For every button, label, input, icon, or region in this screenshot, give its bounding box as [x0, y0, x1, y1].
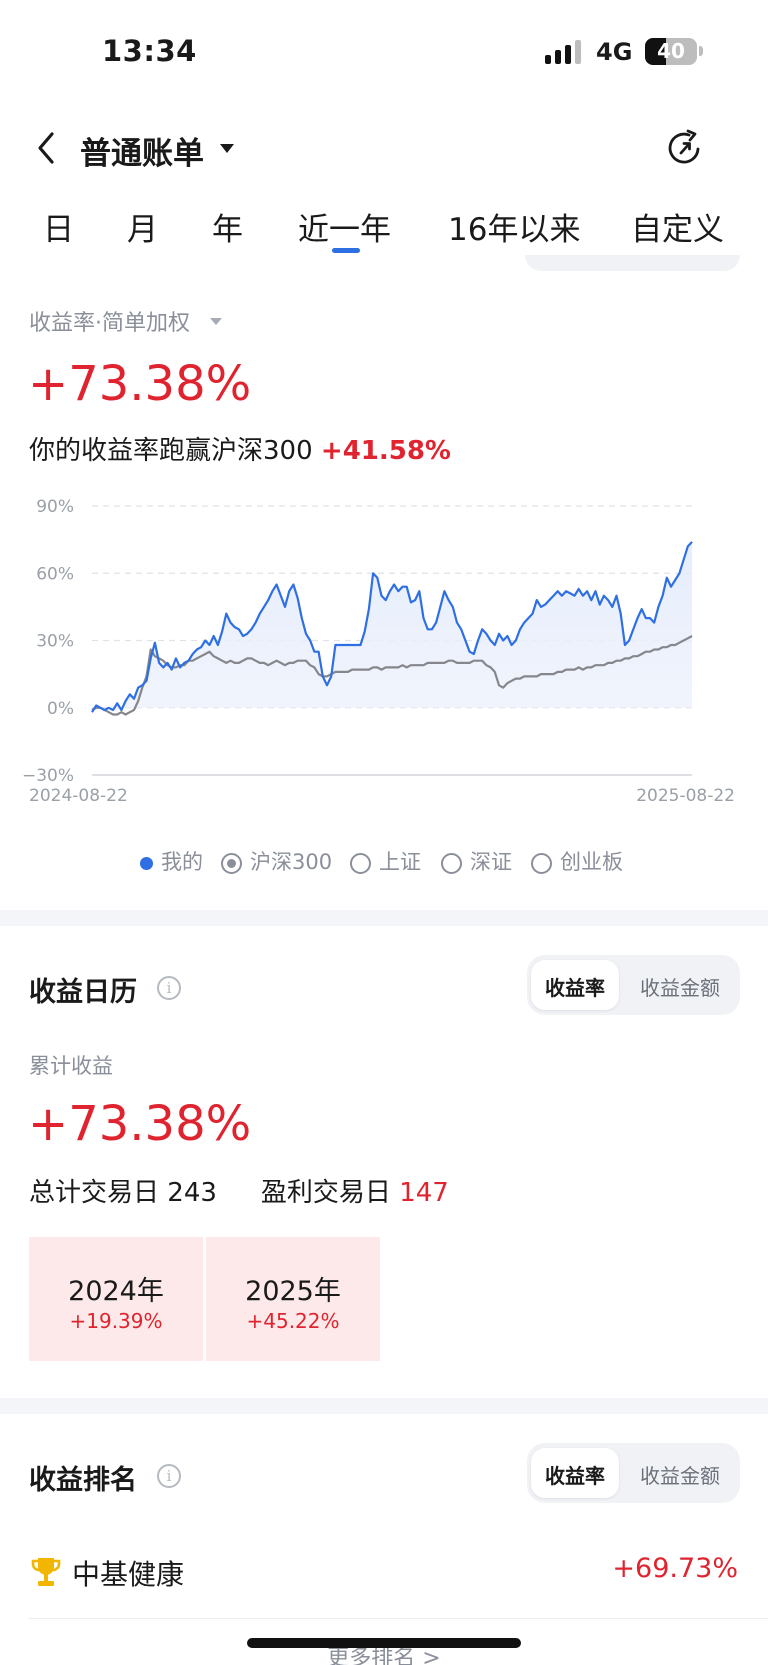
rate-method-caret-icon[interactable] — [210, 318, 222, 325]
legend-csi300[interactable]: 沪深300 — [221, 846, 332, 876]
radio-icon — [531, 852, 552, 874]
toggle-amount[interactable]: 收益金额 — [640, 976, 720, 1000]
status-bar: 13:34 4G 40 — [0, 0, 768, 100]
period-tabs: 日 月 年 近一年 16年以来 自定义 — [0, 200, 768, 256]
y-tick-label: 60% — [36, 564, 74, 584]
battery-tip — [699, 46, 703, 56]
nav-header: 普通账单 — [0, 118, 768, 178]
y-tick-label: 90% — [36, 497, 74, 517]
tab-day[interactable]: 日 — [43, 212, 74, 248]
info-icon[interactable]: i — [157, 1464, 181, 1488]
cellular-signal-icon — [545, 40, 583, 64]
benchmark-excess-value: +41.58% — [320, 436, 451, 466]
radio-icon — [350, 852, 371, 874]
legend-dot-icon — [140, 856, 153, 870]
profit-days-value: 147 — [399, 1178, 449, 1208]
series-line-mine — [91, 541, 693, 713]
cumulative-value: +73.38% — [28, 1096, 252, 1152]
calendar-toggle: 收益率 收益金额 — [527, 955, 740, 1015]
toggle-active-bg — [531, 1448, 619, 1498]
radio-selected-icon — [221, 852, 242, 874]
benchmark-comparison: 你的收益率跑赢沪深300 +41.58% — [29, 430, 451, 467]
y-tick-label: −30% — [22, 766, 74, 786]
dropdown-caret-icon[interactable] — [220, 144, 234, 153]
rate-method-label[interactable]: 收益率·简单加权 — [29, 311, 190, 336]
series-line-csi300 — [91, 635, 693, 716]
total-return-value: +73.38% — [28, 356, 252, 412]
y-tick-label: 30% — [36, 632, 74, 652]
legend-chinext[interactable]: 创业板 — [531, 846, 623, 876]
year-return: +19.39% — [69, 1309, 163, 1333]
overlay-pill — [525, 255, 740, 271]
year-card-2024[interactable]: 2024年 +19.39% — [29, 1237, 203, 1361]
active-tab-indicator — [332, 248, 360, 253]
ranking-title: 收益排名 — [29, 1465, 137, 1496]
toggle-amount[interactable]: 收益金额 — [640, 1464, 720, 1488]
tab-month[interactable]: 月 — [127, 212, 158, 248]
ranking-row[interactable]: 中基健康 +69.73% — [0, 1547, 768, 1603]
year-label: 2025年 — [245, 1276, 341, 1307]
tab-since-16[interactable]: 16年以来 — [448, 212, 581, 248]
year-card-2025[interactable]: 2025年 +45.22% — [206, 1237, 380, 1361]
trophy-icon — [31, 1558, 61, 1586]
chart-legend: 我的 沪深300 上证 深证 创业板 — [0, 846, 768, 876]
legend-shenzhen[interactable]: 深证 — [441, 846, 512, 876]
x-end-label: 2025-08-22 — [636, 786, 735, 806]
network-type: 4G — [596, 38, 633, 66]
back-arrow-icon[interactable] — [34, 130, 62, 166]
tab-year[interactable]: 年 — [212, 212, 243, 248]
fund-name: 中基健康 — [72, 1558, 185, 1591]
y-tick-label: 0% — [47, 699, 74, 719]
series-area-mine — [92, 541, 692, 713]
x-start-label: 2024-08-22 — [29, 786, 128, 806]
calendar-title: 收益日历 — [29, 977, 137, 1008]
year-label: 2024年 — [68, 1276, 164, 1307]
tab-custom[interactable]: 自定义 — [631, 212, 724, 248]
section-divider — [0, 1398, 768, 1414]
battery-level: 40 — [657, 39, 685, 63]
total-days-label: 总计交易日 — [29, 1178, 160, 1208]
toggle-rate[interactable]: 收益率 — [545, 1464, 605, 1488]
year-return: +45.22% — [246, 1309, 340, 1333]
section-divider — [0, 910, 768, 926]
total-days-value: 243 — [167, 1178, 217, 1208]
legend-shanghai[interactable]: 上证 — [350, 846, 421, 876]
row-divider — [29, 1618, 768, 1619]
returns-line-chart[interactable]: 90% 60% 30% 0% −30%2024-08-22 2025-08-22 — [0, 490, 768, 810]
info-icon[interactable]: i — [157, 976, 181, 1000]
more-ranking-link[interactable]: 更多排名 > — [327, 1646, 441, 1665]
toggle-active-bg — [531, 960, 619, 1010]
page-title[interactable]: 普通账单 — [80, 136, 204, 172]
tab-last-year[interactable]: 近一年 — [298, 212, 391, 248]
refresh-icon[interactable] — [664, 128, 704, 168]
fund-return: +69.73% — [612, 1553, 738, 1584]
radio-icon — [441, 852, 462, 874]
profit-days-label: 盈利交易日 — [260, 1178, 391, 1208]
legend-mine[interactable]: 我的 — [140, 846, 203, 876]
ranking-toggle: 收益率 收益金额 — [527, 1443, 740, 1503]
toggle-rate[interactable]: 收益率 — [545, 976, 605, 1000]
benchmark-comparison-text: 你的收益率跑赢沪深300 — [29, 436, 313, 466]
battery-icon: 40 — [645, 38, 697, 65]
cumulative-label: 累计收益 — [29, 1054, 113, 1078]
clock: 13:34 — [102, 34, 197, 68]
trading-days-summary: 总计交易日 243 盈利交易日 147 — [29, 1172, 449, 1209]
home-indicator[interactable] — [247, 1638, 521, 1648]
